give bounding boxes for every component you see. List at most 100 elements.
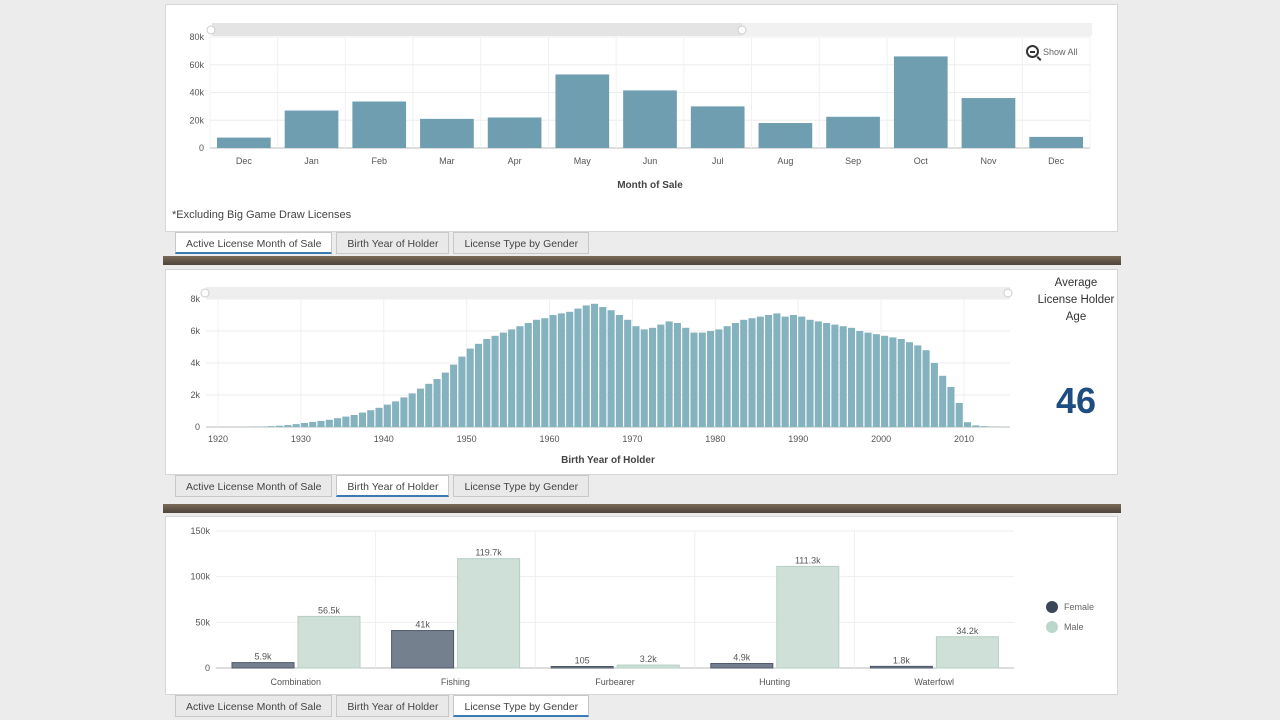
zoom-slider-track: [206, 287, 1010, 299]
histogram-bar: [798, 316, 806, 427]
bar: [217, 137, 271, 148]
show-all-button[interactable]: Show All: [1026, 45, 1078, 58]
tab-license-type-gender[interactable]: License Type by Gender: [453, 695, 590, 717]
tab-birth-year[interactable]: Birth Year of Holder: [336, 475, 450, 497]
x-tick-label: 1920: [208, 434, 228, 444]
x-tick-label: Jul: [712, 156, 724, 166]
bar: [1029, 136, 1083, 148]
histogram-bar: [557, 313, 565, 427]
x-tick-label: Jun: [643, 156, 658, 166]
tab-birth-year[interactable]: Birth Year of Holder: [336, 695, 450, 717]
histogram-bar: [773, 313, 781, 427]
female-swatch: [1046, 601, 1058, 613]
histogram-bar: [549, 315, 557, 427]
data-label: 1.8k: [893, 655, 911, 665]
legend: Female Male: [1046, 597, 1094, 637]
histogram-bar: [922, 350, 930, 427]
x-tick-label: Sep: [845, 156, 861, 166]
histogram-bar: [864, 332, 872, 427]
bar: [893, 56, 948, 148]
zoom-handle-left: [206, 25, 216, 35]
histogram-bar: [267, 426, 275, 427]
histogram-bar: [425, 383, 433, 427]
y-tick-label: 8k: [190, 294, 200, 304]
histogram-bar: [284, 425, 292, 427]
histogram-bar: [632, 326, 640, 427]
histogram-bar: [947, 387, 955, 427]
histogram-bar: [383, 404, 391, 427]
show-all-label: Show All: [1043, 46, 1078, 57]
zoom-handle-right: [737, 25, 747, 35]
y-tick-label: 0: [205, 663, 210, 673]
histogram-bar: [615, 315, 623, 427]
tab-birth-year[interactable]: Birth Year of Holder: [336, 232, 450, 254]
x-tick-label: Furbearer: [595, 677, 635, 687]
histogram-bar: [458, 356, 466, 427]
histogram-bar: [698, 332, 706, 427]
bar-female: [550, 666, 614, 669]
x-tick-label: Fishing: [441, 677, 470, 687]
section-divider: [163, 256, 1121, 265]
tab-month-of-sale[interactable]: Active License Month of Sale: [175, 232, 333, 254]
histogram-bar: [325, 419, 333, 427]
histogram-bar: [723, 326, 731, 427]
x-tick-label: Apr: [508, 156, 522, 166]
y-tick-label: 6k: [190, 326, 200, 336]
data-label: 105: [575, 656, 590, 666]
birth-year-chart: 0 2k 4k 6k 8k 1920 1930 1940 1950 1960 1970 1980 199…: [190, 287, 1013, 466]
bar: [961, 98, 1016, 148]
histogram-bar: [508, 329, 516, 427]
histogram-bar: [474, 343, 483, 427]
x-tick-label: May: [574, 156, 592, 166]
bar: [690, 106, 745, 148]
histogram-bar: [309, 421, 317, 427]
data-label: 4.9k: [733, 653, 751, 663]
histogram-bar: [375, 407, 383, 427]
y-tick-label: 2k: [190, 390, 200, 400]
histogram-bar: [955, 403, 963, 427]
bar-male: [935, 636, 999, 669]
zoom-out-icon: [1026, 45, 1039, 58]
x-tick-label: Waterfowl: [914, 677, 954, 687]
histogram-bar: [640, 329, 648, 427]
histogram-bar: [532, 319, 541, 427]
histogram-bar: [831, 324, 839, 427]
data-label: 3.2k: [640, 654, 658, 664]
y-tick-label: 0: [199, 143, 204, 153]
histogram-bar: [707, 331, 715, 427]
histogram-bar: [690, 332, 698, 427]
bar-female: [391, 630, 455, 669]
tab-month-of-sale[interactable]: Active License Month of Sale: [175, 475, 333, 497]
histogram-bar: [847, 327, 856, 427]
bar: [555, 74, 610, 148]
histogram-bar: [524, 323, 532, 427]
tab-license-type-gender[interactable]: License Type by Gender: [453, 232, 590, 254]
y-tick-label: 4k: [190, 358, 200, 368]
data-label: 111.3k: [795, 555, 821, 565]
tab-month-of-sale[interactable]: Active License Month of Sale: [175, 695, 333, 717]
histogram-bar: [657, 324, 665, 427]
tab-license-type-gender[interactable]: License Type by Gender: [453, 475, 590, 497]
x-tick-label: 1960: [540, 434, 560, 444]
histogram-bar: [292, 424, 300, 427]
data-label: 41k: [415, 620, 430, 630]
bar: [623, 90, 677, 148]
bar: [284, 110, 339, 148]
bar: [487, 117, 542, 148]
bar-female: [869, 665, 933, 669]
zoom-handle-left: [200, 288, 210, 298]
x-tick-label: Combination: [271, 677, 322, 687]
histogram-bar: [839, 326, 847, 427]
histogram-bar: [649, 327, 657, 427]
legend-female[interactable]: Female: [1046, 597, 1094, 617]
histogram-bar: [905, 342, 914, 427]
legend-male[interactable]: Male: [1046, 617, 1094, 637]
histogram-bar: [682, 327, 690, 427]
histogram-bar: [823, 323, 831, 427]
histogram-bar: [566, 311, 574, 427]
tab-bar-1: Active License Month of Sale Birth Year …: [175, 232, 590, 254]
x-tick-label: Feb: [371, 156, 387, 166]
histogram-bar: [541, 318, 549, 427]
footnote: *Excluding Big Game Draw Licenses: [172, 209, 352, 221]
x-tick-label: 2010: [954, 434, 974, 444]
